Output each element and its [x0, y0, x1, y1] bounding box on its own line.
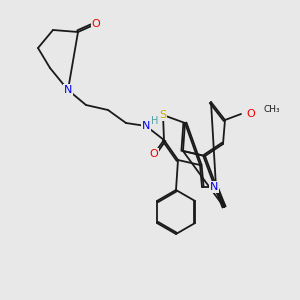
Text: O: O: [247, 109, 255, 119]
Text: CH₃: CH₃: [263, 106, 280, 115]
Text: H: H: [151, 116, 159, 126]
Text: O: O: [92, 19, 100, 29]
Text: S: S: [159, 110, 167, 120]
Text: N: N: [64, 85, 72, 95]
Text: O: O: [150, 149, 158, 159]
Text: N: N: [210, 182, 218, 192]
Text: N: N: [142, 121, 150, 131]
